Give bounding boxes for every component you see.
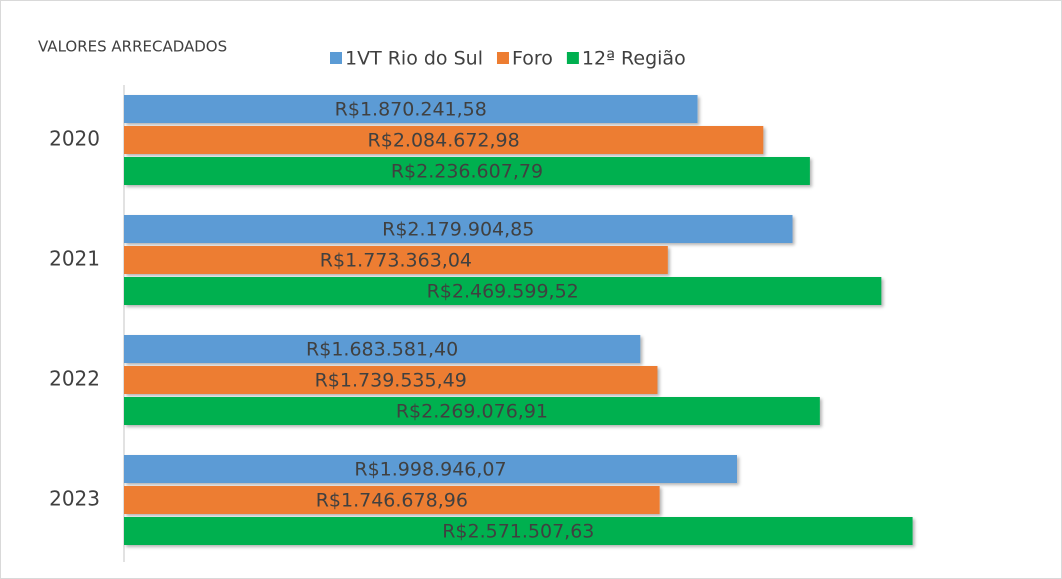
data-label: R$2.236.607,79 — [391, 161, 543, 183]
legend-label: 12ª Região — [582, 48, 686, 70]
legend-label: 1VT Rio do Sul — [345, 48, 483, 70]
bar — [124, 215, 793, 243]
data-label: R$1.773.363,04 — [320, 250, 472, 272]
legend-swatch — [566, 52, 579, 64]
data-label: R$2.084.672,98 — [368, 130, 520, 152]
bar — [124, 95, 698, 123]
bar — [124, 366, 658, 394]
bar — [124, 455, 738, 483]
bar — [124, 157, 810, 185]
y-tick-label: 2020 — [49, 127, 100, 151]
data-label: R$1.739.535,49 — [315, 370, 467, 392]
bar — [124, 517, 913, 545]
bar — [124, 486, 660, 514]
y-tick-label: 2022 — [49, 367, 100, 391]
bar — [124, 246, 668, 274]
data-label: R$1.683.581,40 — [306, 339, 458, 361]
y-tick-label: 2021 — [49, 247, 100, 271]
bar — [124, 397, 820, 425]
y-tick-label: 2023 — [49, 487, 100, 511]
data-label: R$1.746.678,96 — [316, 490, 468, 512]
bar — [124, 126, 764, 154]
bar — [124, 277, 882, 305]
data-label: R$2.179.904,85 — [382, 219, 534, 241]
data-label: R$2.269.076,91 — [396, 401, 548, 423]
legend-swatch — [330, 52, 342, 64]
bar — [124, 335, 641, 363]
data-label: R$2.469.599,52 — [427, 281, 579, 303]
data-label: R$2.571.507,63 — [442, 521, 594, 543]
chart-title: VALORES ARRECADADOS — [38, 38, 227, 56]
legend-swatch — [496, 52, 509, 64]
data-label: R$1.870.241,58 — [335, 99, 487, 121]
data-label: R$1.998.946,07 — [354, 459, 506, 481]
legend-label: Foro — [512, 48, 553, 70]
